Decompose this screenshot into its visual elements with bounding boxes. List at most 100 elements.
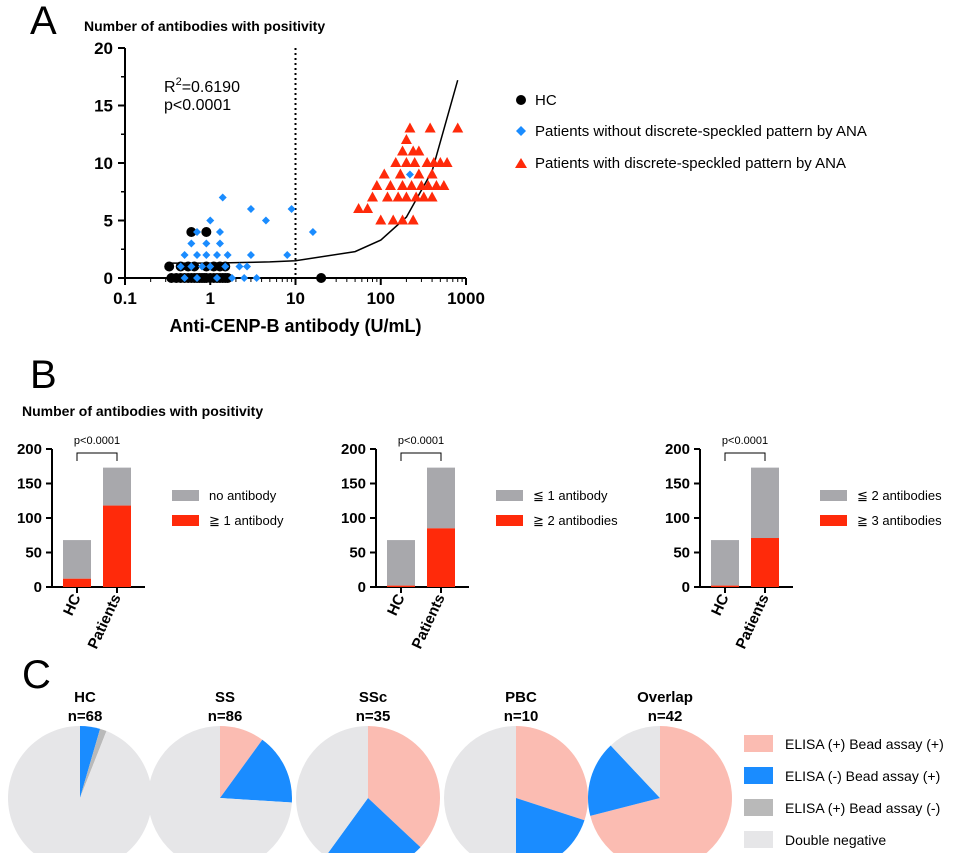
legend-hc-label: HC — [535, 92, 557, 109]
pie-slice — [516, 726, 589, 821]
y-tick-label: 15 — [94, 97, 113, 116]
bar-upper-segment — [751, 467, 779, 539]
bar-y-tick-label: 0 — [682, 579, 690, 596]
data-point — [215, 228, 224, 236]
scatter-legend: HC Patients without discrete-speckled pa… — [515, 92, 867, 172]
pie-slice — [444, 726, 516, 853]
pie-slice — [220, 726, 263, 798]
category-label: Patients — [85, 592, 125, 652]
data-point — [371, 180, 383, 190]
data-point — [400, 191, 412, 202]
data-point — [218, 193, 227, 202]
y-tick-label: 20 — [94, 39, 113, 58]
data-point — [186, 227, 197, 237]
pie-legend-swatch — [744, 735, 773, 752]
bar-y-tick-label: 150 — [665, 476, 690, 493]
category-label: HC — [384, 591, 409, 618]
pie-slice — [610, 725, 660, 798]
panel-c-letter: C — [22, 653, 51, 697]
p-value-label: p<0.0001 — [164, 97, 231, 114]
data-point — [426, 168, 438, 179]
data-point — [392, 191, 404, 202]
data-point — [353, 203, 365, 213]
bar-lower-segment — [387, 585, 415, 587]
pie-title: HC — [74, 689, 96, 706]
data-point — [397, 145, 409, 156]
bar-upper-segment — [103, 467, 131, 506]
significance-bracket — [76, 452, 118, 461]
data-point — [228, 274, 237, 282]
pie-4: PBC n=10 — [444, 689, 589, 853]
data-point — [410, 191, 422, 202]
pie-legend-label: Double negative — [785, 832, 886, 848]
bar-chart-1: 0 50 100 150 200 HC Patients p<0.0001 no antibod… — [17, 435, 284, 652]
data-point — [404, 122, 416, 133]
bar-legend-red-swatch — [820, 515, 847, 526]
data-point — [193, 274, 202, 282]
legend-red-label: Patients with discrete-speckled pattern … — [535, 155, 846, 172]
data-point — [422, 180, 434, 190]
x-axis-title: Anti-CENP-B antibody (U/mL) — [170, 316, 422, 336]
bar-lower-segment — [711, 585, 739, 587]
bar-legend-gray-label: no antibody — [209, 488, 277, 503]
significance-p-value: p<0.0001 — [74, 435, 120, 447]
bar-lower-segment — [63, 578, 91, 587]
data-point — [418, 191, 430, 202]
data-point — [213, 274, 222, 282]
x-tick-label: 1 — [206, 289, 215, 308]
data-point — [202, 251, 211, 259]
pie-charts: HC n=68 SS n=86 SSc n=35 PBC n=10 Overlap n=42 — [8, 689, 732, 853]
y-tick-label: 0 — [104, 269, 113, 288]
series-1 — [176, 170, 414, 282]
data-point — [176, 262, 185, 271]
data-point — [283, 251, 292, 259]
data-point — [243, 262, 252, 271]
pie-n-label: n=86 — [208, 708, 243, 725]
data-point — [316, 273, 327, 283]
data-point — [223, 251, 232, 259]
data-point — [193, 228, 202, 236]
pie-slice — [516, 798, 585, 853]
data-point — [246, 205, 255, 213]
data-point — [387, 214, 399, 225]
pie-1: HC n=68 — [8, 689, 152, 853]
bar-lower-segment — [751, 538, 779, 587]
pie-slice — [590, 726, 732, 853]
x-tick-label: 1000 — [447, 289, 485, 308]
pie-legend-label: ELISA (+) Bead assay (-) — [785, 800, 940, 816]
data-point — [406, 180, 418, 190]
data-point — [438, 180, 450, 190]
pie-slice — [8, 726, 152, 853]
data-point — [187, 239, 196, 248]
bar-upper-segment — [63, 540, 91, 579]
pie-n-label: n=42 — [648, 708, 683, 725]
pie-n-label: n=68 — [68, 708, 103, 725]
x-tick-label: 100 — [367, 289, 395, 308]
bar-legend-gray-swatch — [172, 490, 199, 501]
x-tick-label: 0.1 — [113, 289, 137, 308]
bar-legend-red-label: ≧ 1 antibody — [209, 513, 284, 528]
data-point — [407, 214, 419, 225]
pie-slice — [296, 726, 368, 853]
bar-legend-red-label: ≧ 3 antibodies — [857, 513, 942, 528]
data-point — [409, 157, 421, 167]
pie-title: Overlap — [637, 689, 693, 706]
bar-y-tick-label: 150 — [17, 476, 42, 493]
data-point — [252, 274, 261, 282]
r-squared-label: R2=0.6190 — [164, 76, 240, 96]
data-point — [397, 214, 409, 225]
y-tick-label: 10 — [94, 154, 113, 173]
data-point — [441, 157, 453, 167]
data-point — [246, 251, 255, 259]
bar-chart-3: 0 50 100 150 200 HC Patients p<0.0001 ≦ 2 antibo… — [665, 435, 942, 652]
bar-y-tick-label: 0 — [358, 579, 366, 596]
pie-legend-label: ELISA (+) Bead assay (+) — [785, 736, 944, 752]
bar-y-tick-label: 200 — [665, 441, 690, 458]
category-label: Patients — [733, 592, 773, 652]
legend-blue-marker — [516, 126, 526, 136]
pie-title: SSc — [359, 689, 387, 706]
data-point — [180, 274, 189, 282]
scatter-title: Number of antibodies with positivity — [84, 18, 325, 34]
data-point — [197, 262, 206, 271]
bar-y-tick-label: 200 — [17, 441, 42, 458]
